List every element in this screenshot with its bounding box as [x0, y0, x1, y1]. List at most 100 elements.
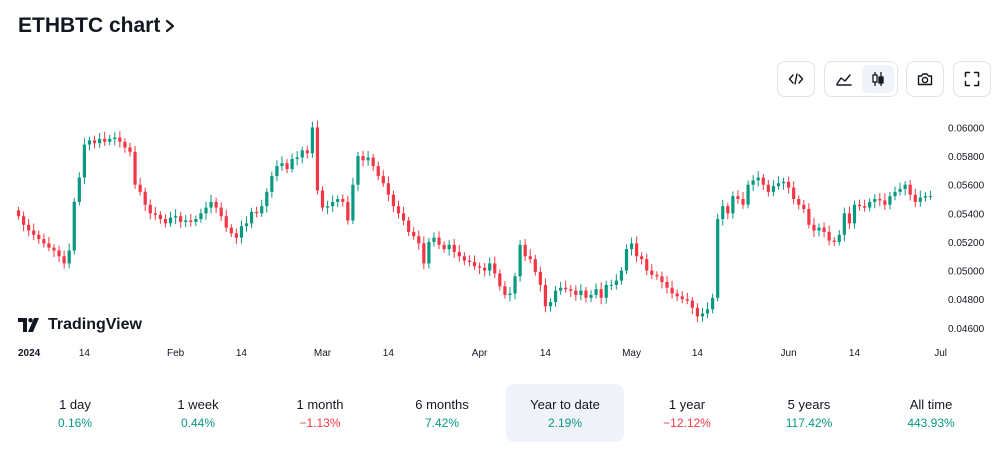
candle [483, 263, 487, 277]
candle-body [518, 244, 522, 277]
period-tab-5[interactable]: 1 year −12.12% [628, 384, 746, 442]
candle-body [412, 231, 416, 237]
candle [660, 271, 664, 289]
tradingview-brand[interactable]: TradingView [18, 316, 142, 334]
candle-body [21, 216, 26, 225]
candle [87, 136, 92, 151]
x-tick-label: 14 [236, 348, 248, 359]
snapshot-button[interactable] [906, 61, 944, 97]
candle [67, 243, 71, 269]
candle [244, 216, 249, 232]
candle [503, 281, 507, 299]
candle-body [184, 220, 188, 222]
candle-body [447, 244, 451, 250]
candle-body [295, 157, 299, 159]
candle [802, 200, 806, 214]
candle-body [305, 150, 309, 154]
candle-body [325, 206, 330, 208]
price-chart[interactable]: 0.06000 0.05800 0.05600 0.05400 0.05200 0.050… [0, 110, 1000, 365]
candle [336, 195, 340, 208]
period-performance-bar: 1 day 0.16% 1 week 0.44% 1 month −1.13% 6 mont… [0, 384, 1000, 442]
candle [477, 262, 482, 275]
candle-body [508, 293, 512, 295]
x-tick-label: 14 [692, 348, 704, 359]
candle [407, 216, 411, 237]
candles-style-button[interactable] [862, 65, 894, 93]
candle [27, 218, 31, 237]
candle [108, 134, 112, 146]
candle-body [72, 201, 76, 251]
candle [219, 202, 223, 221]
candle-body [873, 199, 877, 202]
embed-button[interactable] [777, 61, 815, 97]
candle-body [407, 220, 411, 232]
candle [797, 195, 801, 210]
candle [822, 222, 826, 238]
candle [736, 190, 740, 204]
period-tab-2[interactable]: 1 month −1.13% [261, 384, 379, 442]
candle [310, 121, 314, 158]
x-tick-label: 14 [383, 348, 395, 359]
period-label: All time [909, 396, 953, 412]
candle-body [928, 196, 933, 198]
candle-body [852, 204, 857, 224]
candle [564, 280, 568, 293]
period-tab-3[interactable]: 6 months 7.42% [383, 384, 501, 442]
period-tab-0[interactable]: 1 day 0.16% [16, 384, 134, 442]
candle [781, 177, 786, 190]
candle [346, 196, 350, 225]
area-style-button[interactable] [828, 65, 860, 93]
chart-title: ETHBTC chart [18, 14, 161, 37]
period-change: −12.12% [663, 415, 711, 430]
candle [629, 237, 634, 256]
period-label: 1 week [177, 396, 219, 412]
chevron-right-icon [166, 19, 175, 33]
period-tab-4[interactable]: Year to date 2.19% [506, 384, 624, 442]
candle [128, 142, 132, 157]
candle-body [275, 166, 279, 177]
candle [837, 230, 841, 246]
period-change: 117.42% [785, 415, 833, 430]
candle-body [472, 262, 477, 267]
x-tick-label: Mar [314, 348, 332, 359]
period-tab-1[interactable]: 1 week 0.44% [139, 384, 257, 442]
candle-body [893, 191, 897, 197]
candle-body [670, 287, 674, 294]
candle [756, 171, 760, 187]
candle-body [128, 147, 132, 152]
chart-title-link[interactable]: ETHBTC chart [18, 14, 176, 38]
candle [726, 202, 730, 220]
candle [209, 194, 213, 214]
candle-body [265, 191, 269, 207]
candle [97, 133, 102, 148]
candle [533, 254, 537, 276]
candle [655, 271, 659, 280]
fullscreen-button[interactable] [953, 61, 991, 97]
candle-body [483, 267, 487, 271]
candle-body [87, 140, 92, 145]
y-tick-label: 0.04600 [948, 324, 985, 335]
candle-body [594, 289, 598, 295]
candle [396, 200, 401, 219]
candle [285, 159, 289, 174]
y-tick-label: 0.05200 [948, 238, 985, 249]
candle-body [731, 196, 735, 214]
y-tick-label: 0.05000 [948, 267, 985, 278]
candle [143, 187, 147, 212]
candle [518, 240, 522, 282]
candle-body [756, 177, 760, 181]
candle-body [92, 140, 97, 144]
period-tab-6[interactable]: 5 years 117.42% [750, 384, 868, 442]
candle [878, 193, 882, 207]
candle-body [837, 234, 841, 242]
period-tab-7[interactable]: All time 443.93% [872, 384, 990, 442]
candle-body [457, 251, 461, 257]
candle [138, 177, 142, 196]
candle-body [356, 156, 360, 185]
x-tick-label: Feb [167, 348, 185, 359]
chart-toolbar [0, 61, 1000, 97]
candle [280, 156, 284, 171]
candle [670, 280, 674, 299]
candle-body [913, 194, 917, 202]
candle [391, 190, 396, 213]
